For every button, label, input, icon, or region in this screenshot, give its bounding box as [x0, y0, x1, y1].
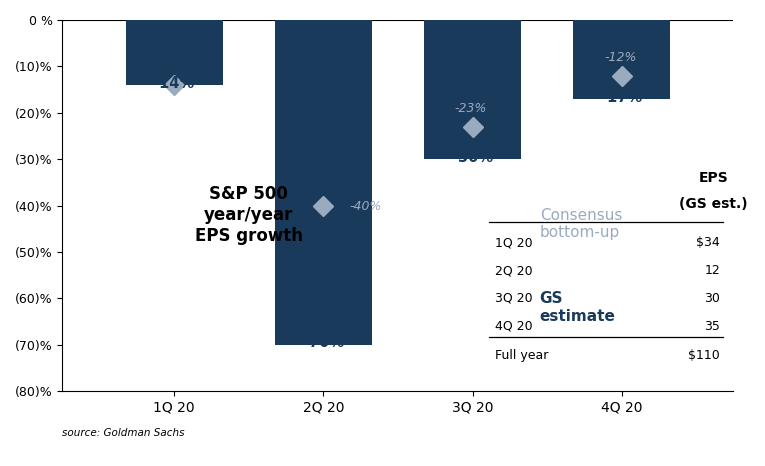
- Text: EPS: EPS: [698, 171, 728, 185]
- Text: GS
estimate: GS estimate: [539, 291, 616, 324]
- Bar: [275, 20, 372, 345]
- Text: source: Goldman Sachs: source: Goldman Sachs: [63, 428, 185, 438]
- Text: (GS est.): (GS est.): [679, 197, 747, 211]
- Text: 3Q 20: 3Q 20: [495, 292, 533, 305]
- Text: $110: $110: [688, 350, 720, 363]
- Text: -12%: -12%: [604, 51, 636, 64]
- Text: -14%: -14%: [154, 75, 195, 91]
- Text: S&P 500
year/year
EPS growth: S&P 500 year/year EPS growth: [195, 185, 303, 245]
- Text: -30%: -30%: [452, 150, 493, 165]
- Text: -40%: -40%: [349, 199, 382, 212]
- Text: 1Q 20: 1Q 20: [495, 236, 533, 249]
- Text: 12: 12: [705, 264, 720, 277]
- Text: 35: 35: [704, 320, 720, 333]
- Bar: [126, 20, 223, 85]
- Bar: [573, 20, 670, 99]
- Text: Full year: Full year: [495, 350, 549, 363]
- Text: $34: $34: [696, 236, 720, 249]
- Text: 30: 30: [704, 292, 720, 305]
- Bar: [424, 20, 521, 159]
- Text: 4Q 20: 4Q 20: [495, 320, 533, 333]
- Text: -23%: -23%: [455, 102, 487, 115]
- Text: -17%: -17%: [601, 89, 642, 104]
- Text: 2Q 20: 2Q 20: [495, 264, 533, 277]
- Text: Consensus
bottom-up: Consensus bottom-up: [539, 208, 622, 240]
- Text: -70%: -70%: [303, 336, 344, 350]
